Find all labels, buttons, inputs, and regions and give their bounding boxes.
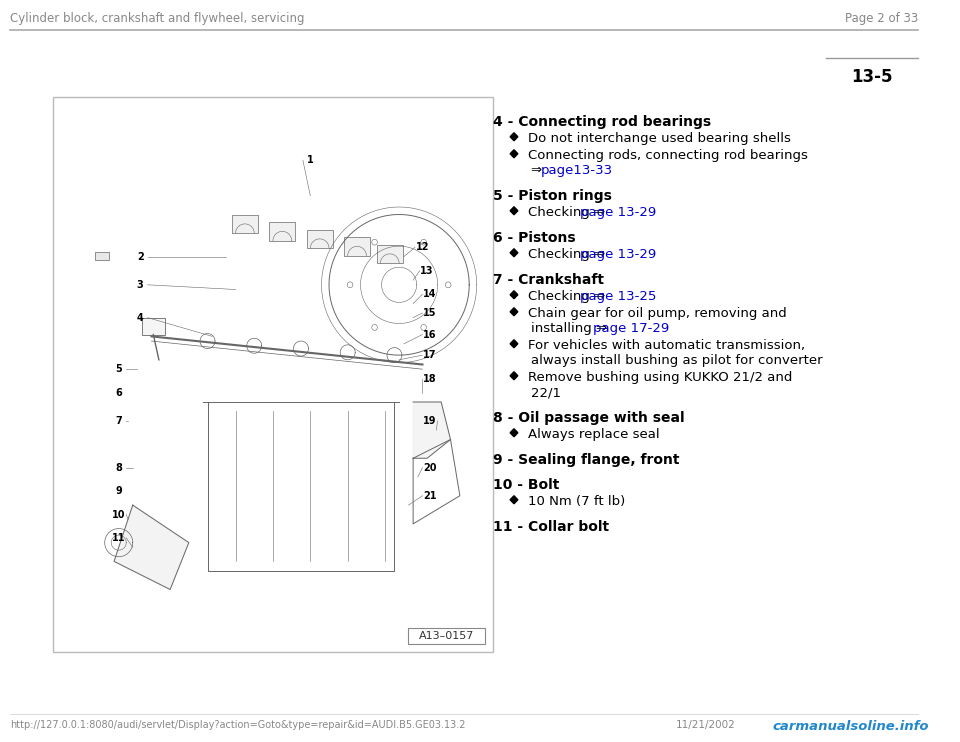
Text: Page 2 of 33: Page 2 of 33 [845, 12, 918, 25]
Text: Chain gear for oil pump, removing and: Chain gear for oil pump, removing and [527, 307, 786, 320]
Text: 21: 21 [423, 490, 437, 501]
Polygon shape [510, 249, 517, 257]
Text: 12: 12 [416, 243, 429, 252]
Text: page 13-29: page 13-29 [580, 206, 657, 219]
Text: page 13-25: page 13-25 [580, 290, 657, 303]
FancyBboxPatch shape [344, 237, 371, 256]
Text: 1: 1 [307, 155, 314, 165]
Text: 4 - Connecting rod bearings: 4 - Connecting rod bearings [492, 115, 710, 129]
Text: 16: 16 [423, 329, 437, 340]
Text: 18: 18 [423, 373, 437, 384]
Text: For vehicles with automatic transmission,: For vehicles with automatic transmission… [527, 339, 804, 352]
Text: 5 - Piston rings: 5 - Piston rings [492, 189, 612, 203]
Text: 14: 14 [423, 289, 437, 299]
Text: page 17-29: page 17-29 [593, 322, 670, 335]
FancyBboxPatch shape [269, 222, 296, 240]
Text: Checking ⇒: Checking ⇒ [527, 248, 609, 261]
Text: 8 - Oil passage with seal: 8 - Oil passage with seal [492, 411, 684, 425]
Text: 17: 17 [423, 350, 437, 360]
Polygon shape [510, 133, 517, 141]
Text: 8: 8 [115, 462, 122, 473]
Polygon shape [510, 496, 517, 504]
Polygon shape [510, 150, 517, 158]
FancyBboxPatch shape [53, 97, 492, 652]
Text: 11 - Collar bolt: 11 - Collar bolt [492, 520, 609, 534]
Polygon shape [114, 505, 189, 589]
Text: 20: 20 [423, 462, 437, 473]
Text: 4: 4 [137, 312, 144, 323]
Polygon shape [510, 429, 517, 437]
Polygon shape [510, 308, 517, 316]
Text: page 13-29: page 13-29 [580, 248, 657, 261]
Text: 13: 13 [420, 266, 434, 276]
Text: Checking ⇒: Checking ⇒ [527, 290, 609, 303]
Text: 9 - Sealing flange, front: 9 - Sealing flange, front [492, 453, 680, 467]
FancyBboxPatch shape [376, 245, 403, 263]
Text: 10 Nm (7 ft lb): 10 Nm (7 ft lb) [527, 495, 625, 508]
Text: 6 - Pistons: 6 - Pistons [492, 231, 575, 245]
Text: Checking ⇒: Checking ⇒ [527, 206, 609, 219]
Text: 7 - Crankshaft: 7 - Crankshaft [492, 273, 604, 287]
Text: 10 - Bolt: 10 - Bolt [492, 478, 559, 492]
FancyBboxPatch shape [231, 214, 258, 233]
Text: 15: 15 [423, 308, 437, 318]
FancyBboxPatch shape [408, 628, 485, 644]
Text: 13-5: 13-5 [851, 68, 892, 86]
Text: Remove bushing using KUKKO 21/2 and: Remove bushing using KUKKO 21/2 and [527, 371, 792, 384]
Text: 10: 10 [112, 510, 126, 519]
Text: carmanualsoline.info: carmanualsoline.info [773, 720, 929, 733]
Text: Do not interchange used bearing shells: Do not interchange used bearing shells [527, 132, 790, 145]
Text: Cylinder block, crankshaft and flywheel, servicing: Cylinder block, crankshaft and flywheel,… [10, 12, 304, 25]
Text: http://127.0.0.1:8080/audi/servlet/Display?action=Goto&type=repair&id=AUDI.B5.GE: http://127.0.0.1:8080/audi/servlet/Displ… [10, 720, 466, 730]
Text: always install bushing as pilot for converter: always install bushing as pilot for conv… [532, 354, 823, 367]
FancyBboxPatch shape [306, 229, 333, 249]
Text: Connecting rods, connecting rod bearings: Connecting rods, connecting rod bearings [527, 149, 807, 162]
Text: ⇒: ⇒ [532, 164, 547, 177]
Text: 7: 7 [115, 416, 122, 426]
Text: A13–0157: A13–0157 [419, 631, 474, 641]
Polygon shape [510, 340, 517, 348]
Polygon shape [510, 372, 517, 380]
Text: 2: 2 [137, 252, 144, 262]
Text: page13-33: page13-33 [540, 164, 613, 177]
FancyBboxPatch shape [142, 318, 165, 335]
Text: installing ⇒: installing ⇒ [532, 322, 612, 335]
Polygon shape [510, 207, 517, 214]
Text: 22/1: 22/1 [532, 386, 562, 399]
Text: 11: 11 [112, 533, 126, 543]
Text: 9: 9 [115, 486, 122, 496]
Text: 11/21/2002: 11/21/2002 [676, 720, 736, 730]
Text: Always replace seal: Always replace seal [527, 428, 660, 441]
Text: 6: 6 [115, 387, 122, 398]
Polygon shape [510, 291, 517, 299]
FancyBboxPatch shape [95, 252, 109, 260]
Text: 3: 3 [137, 280, 144, 290]
Text: 5: 5 [115, 364, 122, 374]
Polygon shape [413, 402, 450, 459]
Text: 19: 19 [423, 416, 437, 426]
